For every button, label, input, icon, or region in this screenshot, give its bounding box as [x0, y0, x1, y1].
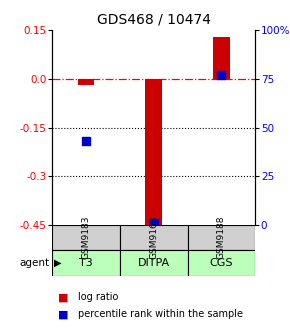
Text: percentile rank within the sample: percentile rank within the sample [78, 309, 243, 319]
Text: ■: ■ [58, 292, 68, 302]
Text: GSM9163: GSM9163 [149, 216, 158, 259]
Text: ▶: ▶ [54, 258, 61, 268]
Bar [120, 225, 188, 250]
Text: GSM9183: GSM9183 [81, 216, 90, 259]
Text: ■: ■ [58, 309, 68, 319]
Text: DITPA: DITPA [138, 258, 170, 268]
Bar [78, 79, 95, 85]
Bar [213, 37, 230, 79]
Point [151, 220, 156, 226]
Text: log ratio: log ratio [78, 292, 119, 302]
Point [219, 72, 224, 78]
Point [84, 139, 88, 144]
Bar [145, 79, 162, 228]
Text: agent: agent [19, 258, 49, 268]
Text: CGS: CGS [210, 258, 233, 268]
Text: GSM9188: GSM9188 [217, 216, 226, 259]
Bar [188, 225, 255, 250]
Bar [188, 250, 255, 276]
Bar [120, 250, 188, 276]
Text: T3: T3 [79, 258, 93, 268]
Bar [52, 250, 120, 276]
Bar [52, 225, 120, 250]
Title: GDS468 / 10474: GDS468 / 10474 [97, 12, 211, 26]
